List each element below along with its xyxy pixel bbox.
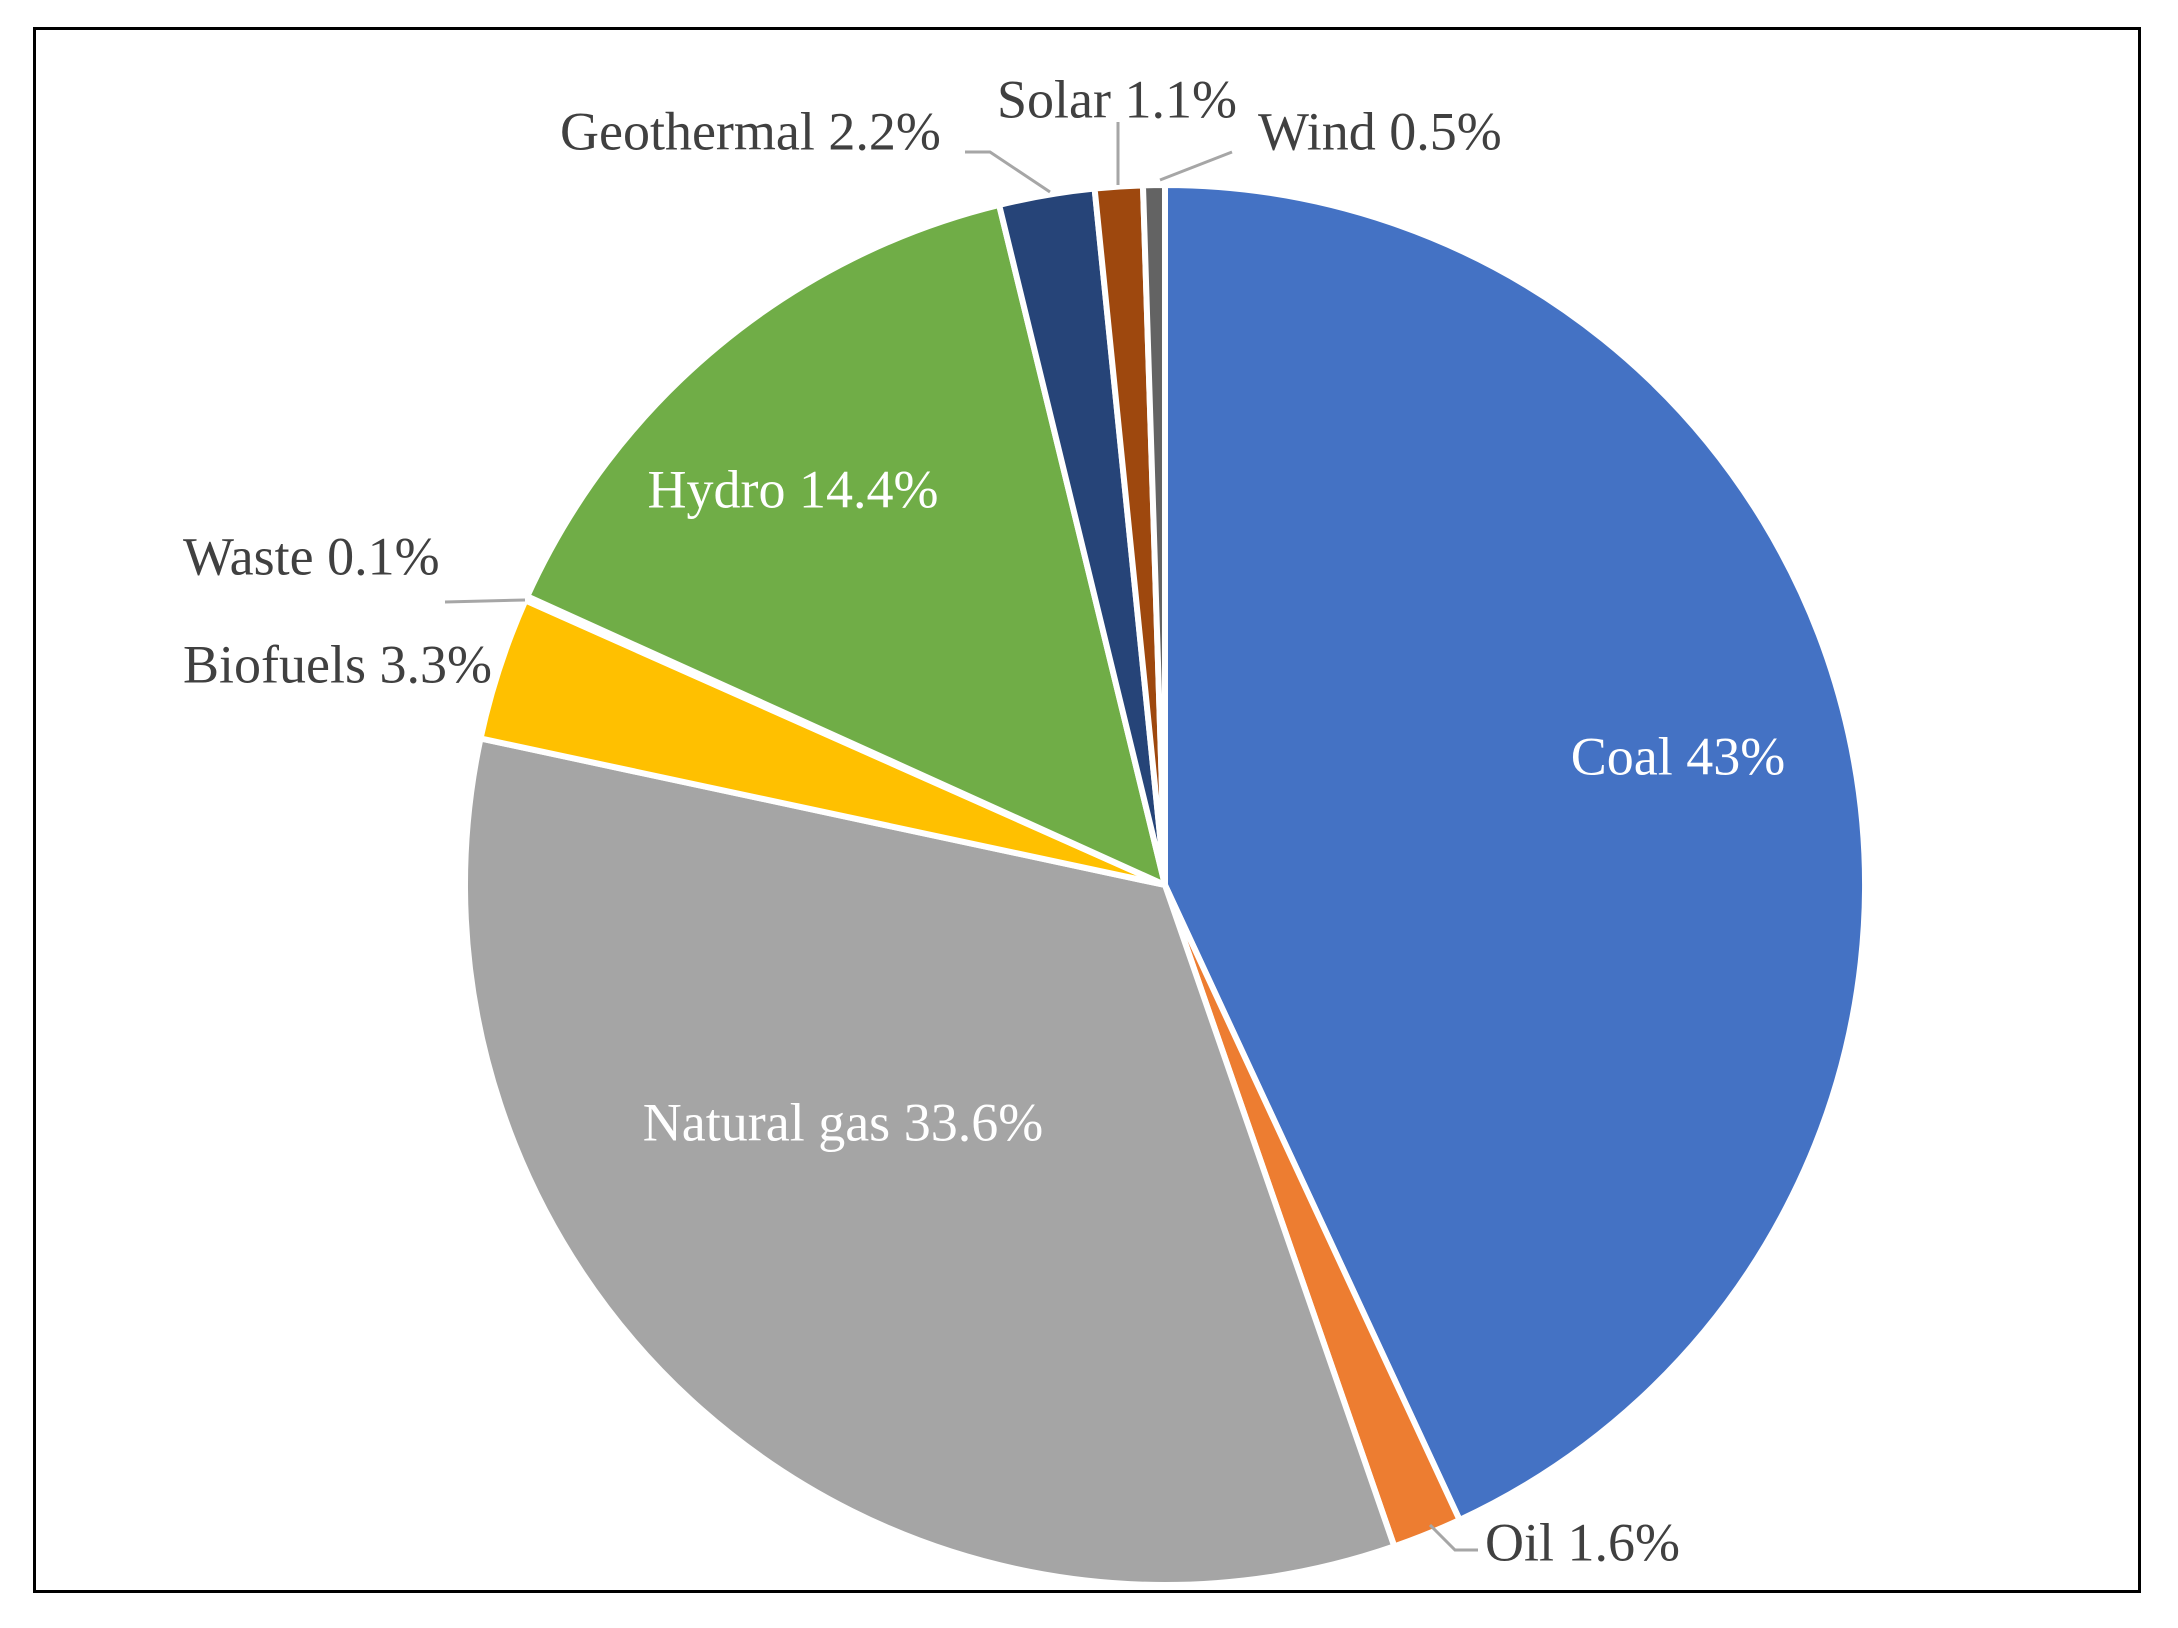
pie-slice-natural-gas [462, 735, 1398, 1588]
leader-line-waste [444, 598, 526, 604]
data-label-solar: Solar 1.1% [997, 69, 1237, 129]
leader-line-oil [1428, 1523, 1478, 1552]
data-label-geothermal: Geothermal 2.2% [560, 101, 941, 161]
pie-slice-wind [1139, 182, 1168, 888]
pie-slice-hydro [524, 201, 1168, 888]
data-label-waste: Waste 0.1% [183, 526, 440, 586]
data-label-natural-gas: Natural gas 33.6% [643, 1092, 1043, 1152]
data-label-hydro: Hydro 14.4% [648, 459, 939, 519]
data-label-wind: Wind 0.5% [1258, 101, 1502, 161]
data-label-coal: Coal 43% [1571, 726, 1785, 786]
leader-line-wind [1159, 150, 1233, 182]
data-label-oil: Oil 1.6% [1485, 1512, 1680, 1572]
pie-slice-coal [1162, 182, 1868, 1523]
data-label-biofuels: Biofuels 3.3% [183, 634, 492, 694]
leader-line-geothermal [965, 150, 1051, 194]
